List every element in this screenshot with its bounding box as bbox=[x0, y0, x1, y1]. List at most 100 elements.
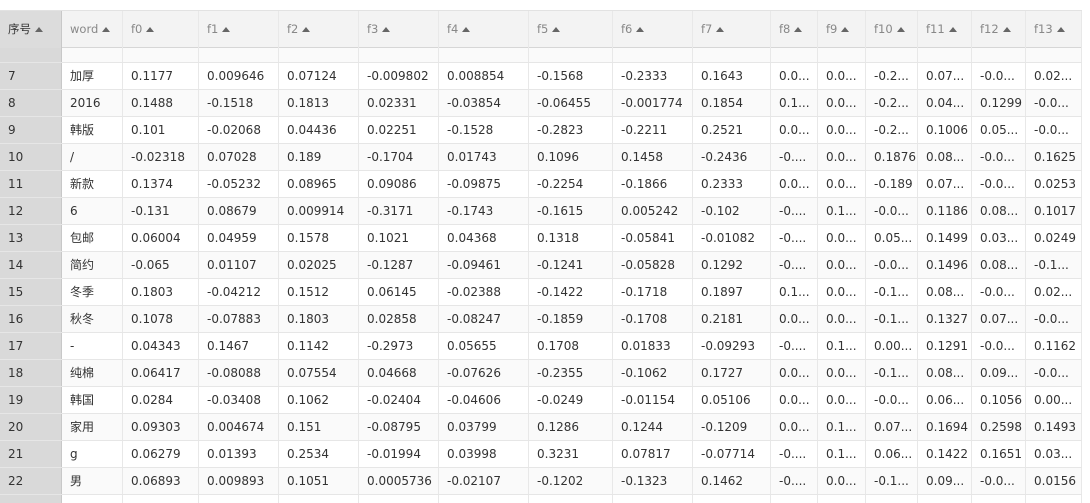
sort-arrow[interactable] bbox=[382, 27, 391, 32]
cell: -0.09293 bbox=[693, 333, 771, 359]
cell: 0.1... bbox=[818, 441, 866, 467]
column-header[interactable]: f10 bbox=[866, 11, 918, 48]
cell: 0.0... bbox=[818, 63, 866, 89]
cell bbox=[866, 495, 918, 503]
cell bbox=[0, 495, 62, 503]
sort-arrow[interactable] bbox=[35, 27, 43, 32]
cell: 0.0... bbox=[818, 387, 866, 413]
cell: 0.1186 bbox=[918, 198, 972, 224]
table-row[interactable]: 15 冬季 0.1803 -0.04212 0.1512 0.06145 -0.02388-… bbox=[0, 279, 1082, 306]
cell: -0.02404 bbox=[359, 387, 439, 413]
sort-arrow[interactable] bbox=[302, 27, 311, 32]
column-header[interactable]: f9 bbox=[818, 11, 866, 48]
cell: 0.1493 bbox=[1026, 414, 1082, 440]
sort-arrow[interactable] bbox=[102, 27, 111, 32]
sort-arrow[interactable] bbox=[794, 27, 803, 32]
cell: -0.01082 bbox=[693, 225, 771, 251]
cell: -0.1743 bbox=[439, 198, 529, 224]
sort-arrow[interactable] bbox=[1056, 27, 1065, 32]
row-index: 20 bbox=[0, 414, 62, 440]
cell: -0.0... bbox=[866, 252, 918, 278]
sort-arrow[interactable] bbox=[841, 27, 850, 32]
column-header[interactable]: f7 bbox=[693, 11, 771, 48]
table-row[interactable]: 7 加厚 0.1177 0.009646 0.07124 -0.009802 0.00885… bbox=[0, 63, 1082, 90]
column-header[interactable]: f1 bbox=[199, 11, 279, 48]
row-index: 12 bbox=[0, 198, 62, 224]
table-row[interactable]: 9 韩版 0.101 -0.02068 0.04436 0.02251 -0.1528 -0.… bbox=[0, 117, 1082, 144]
sort-arrow[interactable] bbox=[636, 27, 645, 32]
cell bbox=[359, 48, 439, 62]
table-row[interactable]: 21 g 0.06279 0.01393 0.2534 -0.01994 0.03998 0.… bbox=[0, 441, 1082, 468]
sort-arrow[interactable] bbox=[716, 27, 725, 32]
cell bbox=[1026, 495, 1082, 503]
cell bbox=[123, 48, 199, 62]
cell: -0.02068 bbox=[199, 117, 279, 143]
column-header[interactable]: f13 bbox=[1026, 11, 1082, 48]
table-row[interactable]: 20 家用 0.09303 0.004674 0.151 -0.08795 0.03799 0… bbox=[0, 414, 1082, 441]
cell: 0.1056 bbox=[972, 387, 1026, 413]
row-index: 13 bbox=[0, 225, 62, 251]
cell: 0.07124 bbox=[279, 63, 359, 89]
column-header[interactable]: f2 bbox=[279, 11, 359, 48]
column-header[interactable]: f11 bbox=[918, 11, 972, 48]
sort-arrow[interactable] bbox=[146, 27, 155, 32]
table-row[interactable]: 12 6 -0.131 0.08679 0.009914 -0.3171 -0.1743 -0… bbox=[0, 198, 1082, 225]
table-row[interactable]: 8 2016 0.1488 -0.1518 0.1813 0.02331 -0.03854-… bbox=[0, 90, 1082, 117]
cell: 0.004674 bbox=[199, 414, 279, 440]
cell: 0.06417 bbox=[123, 360, 199, 386]
cell: -0.0... bbox=[972, 63, 1026, 89]
cell: 0.1458 bbox=[613, 144, 693, 170]
cell: 0.0249 bbox=[1026, 225, 1082, 251]
cell: 0.2534 bbox=[279, 441, 359, 467]
table-body: 7 加厚 0.1177 0.009646 0.07124 -0.009802 0.00885… bbox=[0, 48, 1082, 503]
sort-arrow[interactable] bbox=[1002, 27, 1011, 32]
column-header[interactable]: f8 bbox=[771, 11, 818, 48]
column-title: f5 bbox=[537, 22, 549, 36]
cell: 0.00... bbox=[1026, 387, 1082, 413]
cell: 0.1... bbox=[818, 333, 866, 359]
cell: 0.07... bbox=[918, 63, 972, 89]
cell bbox=[918, 495, 972, 503]
sort-arrow[interactable] bbox=[948, 27, 957, 32]
cell: -0.1202 bbox=[529, 468, 613, 494]
table-row[interactable]: 19 韩国 0.0284 -0.03408 0.1062 -0.02404 -0.04606… bbox=[0, 387, 1082, 414]
cell: 0.01833 bbox=[613, 333, 693, 359]
table-row[interactable]: 17-0.04343 0.1467 0.1142 -0.2973 0.05655 0.17… bbox=[0, 333, 1082, 360]
column-header[interactable]: f5 bbox=[529, 11, 613, 48]
table-row[interactable]: 18 纯棉 0.06417 -0.08088 0.07554 0.04668 -0.0762… bbox=[0, 360, 1082, 387]
sort-arrow[interactable] bbox=[552, 27, 561, 32]
cell: 0.02... bbox=[1026, 63, 1082, 89]
cell: 0.05... bbox=[866, 225, 918, 251]
table-row[interactable]: 22 男 0.06893 0.009893 0.1051 0.0005736 -0.0210… bbox=[0, 468, 1082, 495]
cell: 0.0253 bbox=[1026, 171, 1082, 197]
column-header[interactable]: f4 bbox=[439, 11, 529, 48]
cell bbox=[972, 48, 1026, 62]
table-row[interactable]: 11 新款 0.1374 -0.05232 0.08965 0.09086 -0.09875… bbox=[0, 171, 1082, 198]
column-header[interactable]: f0 bbox=[123, 11, 199, 48]
cell: 0.2521 bbox=[693, 117, 771, 143]
column-header[interactable]: f3 bbox=[359, 11, 439, 48]
cell: 0.09... bbox=[972, 360, 1026, 386]
cell: -0.2254 bbox=[529, 171, 613, 197]
column-header[interactable]: f12 bbox=[972, 11, 1026, 48]
table-row[interactable]: 14 简约 -0.065 0.01107 0.02025 -0.1287 -0.09461-… bbox=[0, 252, 1082, 279]
sort-arrow[interactable] bbox=[222, 27, 231, 32]
table-row[interactable]: 13 包邮 0.06004 0.04959 0.1578 0.1021 0.04368 0.1… bbox=[0, 225, 1082, 252]
cell: 0.07... bbox=[866, 414, 918, 440]
column-header[interactable]: word bbox=[62, 11, 123, 48]
column-header[interactable]: 序号 bbox=[0, 11, 62, 48]
sort-arrow[interactable] bbox=[896, 27, 905, 32]
cell: 0.08... bbox=[918, 144, 972, 170]
cell: 0.0... bbox=[771, 63, 818, 89]
column-header[interactable]: f6 bbox=[613, 11, 693, 48]
cell: 0.1854 bbox=[693, 90, 771, 116]
cell: -0.2... bbox=[866, 117, 918, 143]
cell: -0.1062 bbox=[613, 360, 693, 386]
sort-arrow[interactable] bbox=[462, 27, 471, 32]
cell: -0.01154 bbox=[613, 387, 693, 413]
cell: -0.08247 bbox=[439, 306, 529, 332]
table-row[interactable]: 16 秋冬 0.1078 -0.07883 0.1803 0.02858 -0.08247-… bbox=[0, 306, 1082, 333]
cell: -0.2... bbox=[866, 63, 918, 89]
table-row[interactable]: 10/-0.02318 0.07028 0.189 -0.1704 0.01743 0.1… bbox=[0, 144, 1082, 171]
cell bbox=[359, 495, 439, 503]
